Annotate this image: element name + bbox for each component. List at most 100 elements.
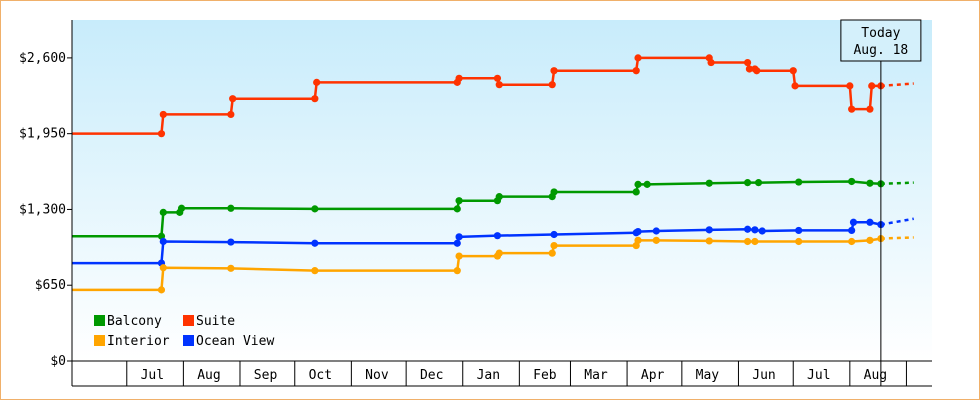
- legend-item-ocean-view: Ocean View: [183, 334, 274, 349]
- legend-item-balcony: Balcony: [94, 314, 162, 329]
- data-point: [848, 226, 856, 235]
- data-point: [634, 180, 642, 188]
- legend-swatch: [94, 315, 105, 326]
- x-tick-label: Dec: [420, 368, 443, 383]
- data-point: [455, 233, 463, 241]
- data-point: [632, 188, 640, 196]
- x-tick-label: Jan: [477, 368, 500, 383]
- data-point: [753, 67, 761, 75]
- x-tick-label: Jul: [807, 368, 830, 383]
- data-point: [159, 264, 167, 272]
- data-point: [743, 237, 752, 246]
- legend-label: Balcony: [107, 314, 162, 329]
- data-point: [751, 226, 759, 234]
- today-label: Today: [861, 26, 900, 41]
- data-point: [453, 205, 461, 213]
- x-tick-label: May: [696, 368, 720, 383]
- data-point: [311, 95, 319, 103]
- data-point: [643, 180, 651, 188]
- data-point: [652, 227, 660, 235]
- data-point: [705, 237, 713, 245]
- data-point: [848, 105, 856, 113]
- legend-swatch: [183, 335, 194, 346]
- x-tick-label: Mar: [584, 368, 608, 383]
- data-point: [754, 179, 763, 187]
- data-point: [548, 81, 556, 89]
- series-suite: [72, 54, 914, 138]
- data-point: [789, 67, 797, 75]
- data-point: [311, 205, 319, 213]
- data-point: [313, 78, 321, 86]
- data-point: [311, 239, 319, 247]
- series-projection-suite: [880, 82, 914, 88]
- series-line-suite: [72, 56, 881, 135]
- series-projection-ocean-view: [880, 217, 914, 226]
- data-point: [311, 267, 319, 275]
- y-tick-label: $0: [50, 354, 66, 369]
- plot-background: [72, 20, 932, 361]
- data-point: [227, 264, 235, 272]
- series-projection-interior: [880, 236, 914, 240]
- data-point: [848, 177, 856, 186]
- data-point: [791, 82, 799, 90]
- data-point: [634, 54, 642, 62]
- data-point: [157, 286, 166, 294]
- y-tick-label: $2,600: [19, 51, 66, 66]
- y-tick-label: $1,950: [19, 127, 66, 142]
- x-tick-label: Aug: [864, 368, 887, 383]
- x-tick-label: Apr: [641, 368, 665, 383]
- data-point: [751, 237, 759, 246]
- data-point: [455, 197, 463, 205]
- data-point: [849, 218, 858, 226]
- legend-swatch: [94, 335, 105, 346]
- series-projection-balcony: [880, 181, 914, 186]
- legend-label: Ocean View: [196, 334, 274, 349]
- data-point: [548, 249, 556, 257]
- series-ocean-view: [72, 217, 914, 267]
- data-point: [743, 58, 752, 67]
- data-point: [453, 239, 461, 247]
- data-point: [866, 218, 874, 226]
- data-point: [227, 110, 235, 119]
- data-point: [745, 65, 754, 73]
- legend-item-suite: Suite: [183, 314, 235, 329]
- x-tick-label: Feb: [533, 368, 557, 383]
- data-point: [455, 74, 463, 82]
- data-point: [159, 110, 167, 119]
- data-point: [758, 227, 766, 235]
- data-point: [157, 130, 166, 138]
- data-point: [743, 225, 752, 233]
- legend-label: Suite: [196, 314, 235, 329]
- y-tick-label: $1,300: [19, 202, 66, 217]
- data-point: [453, 267, 461, 275]
- data-point: [550, 188, 558, 196]
- data-point: [227, 238, 235, 246]
- data-point: [634, 236, 642, 244]
- data-point: [846, 82, 854, 90]
- data-point: [550, 67, 558, 75]
- data-point: [795, 237, 803, 246]
- data-point: [550, 230, 558, 239]
- x-tick-label: Sep: [254, 368, 278, 383]
- data-point: [652, 236, 660, 244]
- data-point: [159, 237, 167, 246]
- data-point: [868, 82, 876, 90]
- data-point: [866, 236, 874, 244]
- today-box: [840, 19, 922, 62]
- data-point: [177, 204, 186, 212]
- data-point: [866, 105, 874, 113]
- data-point: [743, 179, 752, 187]
- data-point: [550, 241, 558, 250]
- data-point: [795, 178, 803, 186]
- y-tick-label: $650: [35, 278, 66, 293]
- x-tick-label: Aug: [197, 368, 220, 383]
- legend-swatch: [183, 315, 194, 326]
- data-point: [455, 252, 463, 260]
- data-point: [848, 237, 856, 246]
- data-point: [495, 193, 503, 201]
- x-tick-label: Jun: [752, 368, 775, 383]
- x-tick-label: Jul: [141, 368, 164, 383]
- data-point: [495, 81, 503, 89]
